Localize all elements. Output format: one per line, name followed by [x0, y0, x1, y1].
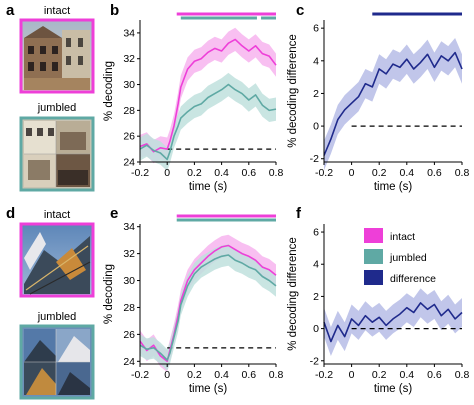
y-tick-label-c: 2: [313, 88, 319, 100]
x-tick-label-f: 0.2: [372, 369, 387, 381]
chart-panel-f: f -0.2 0 0.2 0.4 0.6 0.8 -2 0 2 4 6 time (s) % decodi…: [287, 205, 469, 395]
y-tick-label-f: 4: [313, 259, 319, 271]
legend: intact jumbled difference: [364, 228, 436, 285]
series-line-difference-c: [323, 51, 463, 156]
stimulus-title-jumbled-a: jumbled: [37, 102, 77, 114]
stimulus-image-jumbled-d: [19, 324, 95, 400]
x-tick-label-e: 0.8: [269, 369, 284, 381]
series-line-intact-e: [139, 244, 277, 363]
y-tick-label-e: 34: [123, 221, 135, 233]
x-axis-label-f: time (s): [374, 383, 413, 395]
x-tick-label-f: 0.4: [399, 369, 414, 381]
x-tick-label-f: 0.8: [455, 369, 470, 381]
y-tick-label-b: 26: [123, 131, 135, 143]
chart-panel-c: c -0.2 0 0.2 0.4 0.6 0.8 -2 0 2 4 6 time (s) % decodi…: [287, 2, 469, 193]
stimulus-title-jumbled-d: jumbled: [37, 311, 77, 323]
y-tick-label-e: 24: [123, 356, 135, 368]
y-tick-label-e: 30: [123, 275, 135, 287]
y-tick-label-f: 0: [313, 323, 319, 335]
x-tick-label-c: 0.6: [427, 167, 442, 179]
series-line-intact-b: [139, 38, 277, 153]
x-tick-label-b: 0.4: [214, 167, 229, 179]
chart-panel-b: b -0.2 0 0.2 0.4 0.6 0.8 24 26 28 30 32 34 time (s) % …: [103, 2, 283, 193]
stimulus-image-jumbled-a: [19, 116, 95, 192]
y-tick-label-c: -2: [310, 153, 319, 165]
y-axis-label-c: % decoding difference: [287, 34, 299, 148]
chart-panel-e: e -0.2 0 0.2 0.4 0.6 0.8 24 26 28 30 32 34 time (s) % …: [103, 205, 283, 395]
y-tick-label-b: 30: [123, 79, 135, 91]
y-tick-label-b: 34: [123, 27, 135, 39]
x-tick-label-b: 0: [164, 167, 170, 179]
error-band-difference-f: [324, 288, 462, 356]
y-tick-label-f: -2: [310, 355, 319, 367]
panel-label-e: e: [110, 205, 118, 222]
x-tick-label-f: -0.2: [315, 369, 333, 381]
x-tick-label-b: 0.8: [269, 167, 284, 179]
legend-swatch-jumbled: [364, 249, 383, 264]
y-axis-label-f: % decoding difference: [287, 237, 299, 351]
x-tick-label-c: 0.8: [455, 167, 470, 179]
x-tick-label-c: 0.2: [372, 167, 387, 179]
y-tick-label-e: 26: [123, 329, 135, 341]
panel-label-d: d: [6, 205, 15, 222]
x-tick-label-f: 0: [349, 369, 355, 381]
x-axis-label-c: time (s): [374, 181, 413, 193]
x-tick-label-b: 0.2: [187, 167, 202, 179]
y-tick-label-c: 6: [313, 23, 319, 35]
panel-label-b: b: [110, 2, 119, 19]
x-tick-label-c: 0.4: [399, 167, 414, 179]
x-axis-label-b: time (s): [189, 181, 228, 193]
y-tick-label-c: 4: [313, 55, 319, 67]
legend-label-jumbled: jumbled: [389, 252, 427, 264]
x-tick-label-b: 0.6: [241, 167, 256, 179]
y-axis-label-e: % decoding: [103, 264, 115, 324]
stimulus-image-intact-d: [19, 222, 95, 298]
legend-label-difference: difference: [390, 273, 436, 285]
error-band-jumbled-b: [140, 72, 276, 171]
panel-label-a: a: [6, 2, 15, 19]
y-tick-label-c: 0: [313, 121, 319, 133]
legend-swatch-difference: [364, 270, 383, 285]
x-tick-label-c: -0.2: [315, 167, 333, 179]
y-tick-label-e: 28: [123, 302, 135, 314]
y-axis-label-b: % decoding: [103, 61, 115, 121]
stimulus-title-intact-a: intact: [44, 5, 70, 17]
series-line-jumbled-b: [139, 83, 277, 161]
x-tick-label-e: 0: [164, 369, 170, 381]
y-tick-label-b: 24: [123, 157, 135, 169]
legend-swatch-intact: [364, 228, 383, 243]
y-tick-label-b: 28: [123, 105, 135, 117]
x-tick-label-e: 0.2: [187, 369, 202, 381]
series-line-jumbled-e: [139, 254, 277, 361]
series-line-difference-f: [323, 302, 463, 343]
y-tick-label-e: 32: [123, 248, 135, 260]
error-band-difference-c: [324, 38, 462, 171]
x-tick-label-e: 0.4: [214, 369, 229, 381]
y-tick-label-b: 32: [123, 53, 135, 65]
x-tick-label-b: -0.2: [131, 167, 149, 179]
panel-label-f: f: [296, 205, 302, 222]
x-tick-label-e: -0.2: [131, 369, 149, 381]
panel-label-c: c: [296, 2, 304, 19]
y-tick-label-f: 2: [313, 291, 319, 303]
x-tick-label-f: 0.6: [427, 369, 442, 381]
stimulus-title-intact-d: intact: [44, 209, 70, 221]
x-tick-label-e: 0.6: [241, 369, 256, 381]
x-tick-label-c: 0: [349, 167, 355, 179]
stimulus-image-intact-a: [19, 18, 95, 94]
legend-label-intact: intact: [390, 231, 415, 243]
y-tick-label-f: 6: [313, 227, 319, 239]
x-axis-label-e: time (s): [189, 383, 228, 395]
